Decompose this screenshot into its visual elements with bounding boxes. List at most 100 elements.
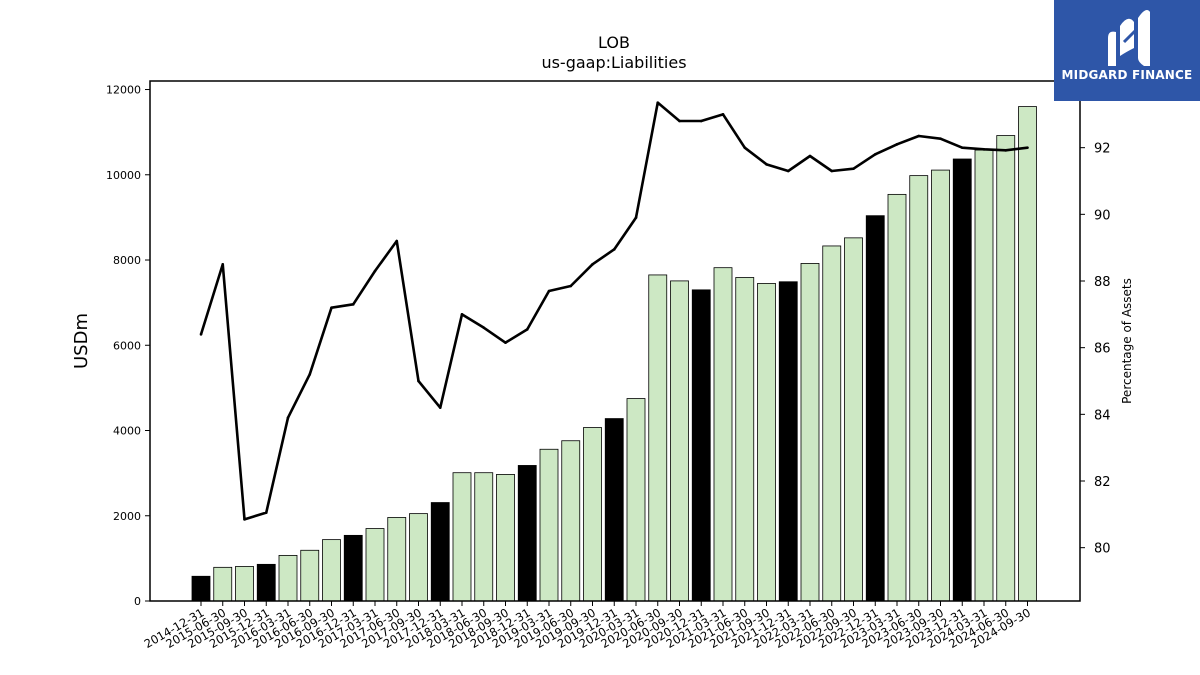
bar-2019-06-30	[561, 440, 581, 602]
bar-2024-03-31	[974, 149, 994, 602]
y2-tick-label: 92	[1094, 142, 1111, 157]
bar-2017-06-30	[387, 517, 407, 602]
bar-2016-09-30	[322, 539, 341, 602]
bar-2023-09-30	[931, 169, 950, 602]
logo-text: MIDGARD FINANCE	[1061, 68, 1193, 82]
line-point-2019-06-30	[569, 284, 573, 288]
y2-axis-label: Percentage of Assets	[1120, 278, 1134, 404]
y2-tick-label: 80	[1094, 542, 1111, 557]
line-point-2014-12-31	[199, 333, 203, 336]
line-point-2022-03-31	[808, 154, 812, 158]
line-point-2018-09-30	[504, 341, 507, 344]
bar-2021-03-31	[713, 267, 733, 602]
y-tick-label: 10000	[106, 169, 141, 182]
bar-2024-06-30	[996, 135, 1016, 602]
line-point-2018-06-30	[482, 326, 486, 329]
line-point-2016-09-30	[330, 306, 333, 309]
bar-2022-09-30	[844, 237, 863, 602]
bar-2016-03-31	[278, 554, 298, 602]
y2-tick-label: 84	[1094, 408, 1111, 423]
bar-2019-03-31	[539, 448, 559, 602]
y2-tick-label: 86	[1094, 342, 1111, 357]
bar-2019-12-31	[604, 418, 624, 602]
line-point-2019-12-31	[612, 248, 616, 251]
line-point-2020-12-31	[699, 119, 703, 123]
bar-2017-03-31	[365, 528, 385, 602]
bar-2023-12-31	[952, 158, 972, 602]
bar-2022-12-31	[865, 215, 885, 602]
bar-2017-09-30	[409, 513, 428, 602]
line-point-2017-03-31	[373, 269, 377, 273]
bar-2016-06-30	[300, 549, 320, 602]
y-tick-label: 12000	[106, 84, 141, 97]
line-point-2017-09-30	[417, 379, 420, 383]
line-point-2022-06-30	[830, 169, 834, 173]
bar-2015-12-31	[256, 563, 276, 602]
y2-tick-label: 90	[1094, 208, 1111, 223]
line-point-2022-12-31	[873, 153, 877, 156]
bar-2018-09-30	[496, 474, 515, 602]
line-point-2020-06-30	[656, 101, 660, 104]
line-point-2020-09-30	[678, 119, 681, 123]
chart-subtitle: us-gaap:Liabilities	[541, 53, 686, 72]
bar-2019-09-30	[583, 427, 602, 602]
bar-2021-06-30	[735, 277, 755, 602]
bar-2018-03-31	[452, 472, 472, 602]
bar-2022-06-30	[822, 245, 842, 602]
bar-2016-12-31	[343, 534, 363, 602]
bar-2020-03-31	[626, 398, 646, 602]
axes	[145, 80, 1085, 606]
chart-title: LOB	[598, 33, 630, 52]
bar-2022-03-31	[800, 263, 820, 602]
bar-2024-09-30	[1018, 106, 1037, 602]
line-point-2015-06-30	[221, 263, 225, 266]
line-point-2018-12-31	[525, 328, 529, 331]
midgard-m-logo-icon	[1108, 10, 1150, 67]
y-tick-label: 2000	[113, 510, 141, 523]
line-point-2017-06-30	[395, 239, 399, 243]
line-point-2024-06-30	[1004, 149, 1008, 152]
bar-2020-06-30	[648, 274, 668, 602]
line-point-2024-09-30	[1026, 146, 1029, 149]
y-tick-label: 4000	[113, 425, 141, 438]
line-point-2016-06-30	[308, 373, 312, 376]
bar-2020-12-31	[691, 289, 711, 602]
midgard-finance-logo: MIDGARD FINANCE	[1054, 0, 1200, 101]
line-point-2019-09-30	[591, 263, 594, 266]
bar-2023-03-31	[887, 193, 907, 602]
line-point-2015-12-31	[264, 511, 268, 514]
line-point-2015-09-30	[243, 518, 246, 521]
line-point-2021-12-31	[786, 169, 790, 173]
bar-2015-06-30	[213, 566, 233, 602]
line-point-2016-12-31	[351, 303, 355, 306]
y2-tick-label: 88	[1094, 275, 1111, 290]
line-point-2023-09-30	[939, 137, 942, 140]
line-point-2021-03-31	[721, 113, 725, 116]
line-point-2019-03-31	[547, 289, 551, 293]
line-point-2023-12-31	[960, 146, 964, 149]
y-tick-label: 0	[134, 595, 141, 608]
bar-2015-09-30	[235, 566, 254, 602]
bar-series	[191, 106, 1037, 602]
bar-2021-12-31	[778, 281, 798, 602]
y2-tick-label: 82	[1094, 475, 1111, 490]
line-point-2021-09-30	[765, 163, 768, 166]
line-series	[199, 101, 1029, 521]
line-point-2023-06-30	[917, 134, 921, 138]
line-point-2024-03-31	[982, 148, 986, 151]
plot-frame	[149, 80, 1081, 602]
line-point-2018-03-31	[460, 313, 464, 316]
bar-2017-12-31	[430, 502, 450, 602]
bar-2023-06-30	[909, 175, 929, 602]
bar-2018-12-31	[517, 465, 537, 602]
y-axis-label: USDm	[71, 313, 92, 369]
line-point-2023-03-31	[895, 143, 899, 146]
y-tick-label: 8000	[113, 254, 141, 267]
line-point-2017-12-31	[438, 406, 442, 409]
bar-2014-12-31	[191, 575, 211, 602]
line-point-2021-06-30	[743, 146, 747, 149]
line-point-2016-03-31	[286, 416, 290, 419]
line-point-2022-09-30	[852, 167, 855, 170]
bar-2021-09-30	[757, 283, 776, 602]
